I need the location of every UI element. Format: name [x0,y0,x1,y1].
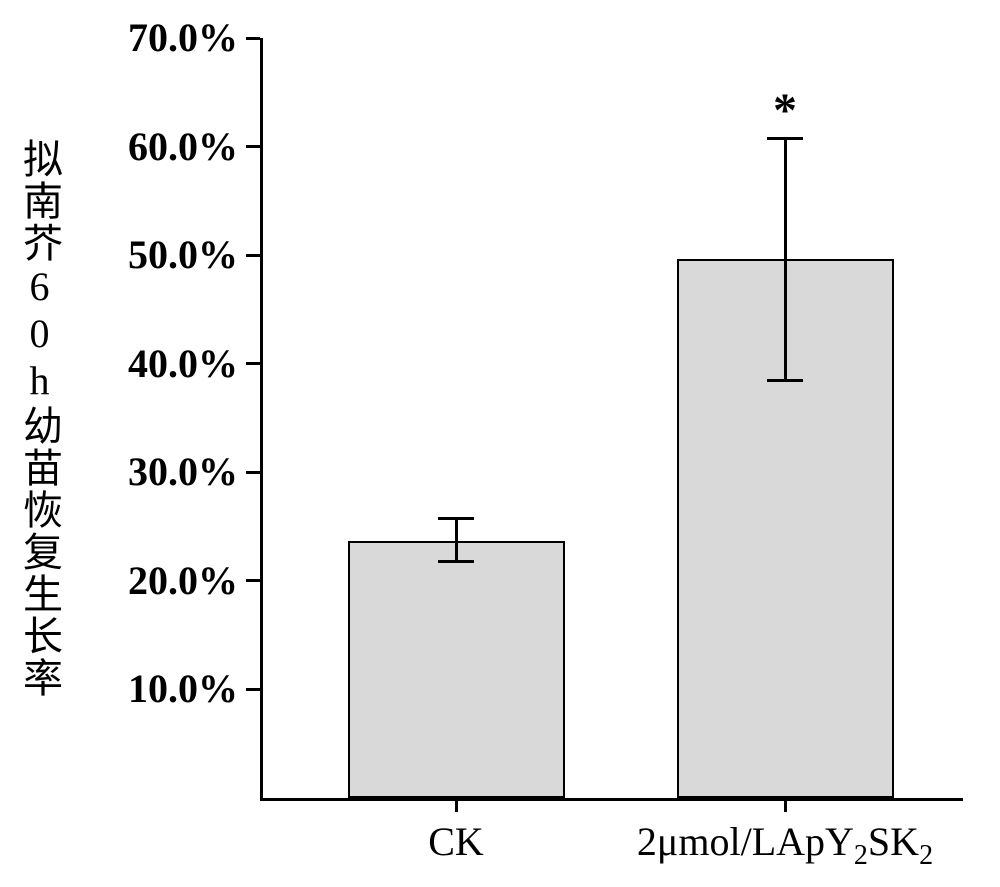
x-tick [784,798,787,812]
y-tick-label: 20.0% [78,557,238,604]
y-tick [246,362,260,365]
error-bar [455,519,458,561]
y-tick-label: 70.0% [78,14,238,61]
error-bar-cap [438,517,474,520]
error-bar-cap [767,379,803,382]
x-tick [455,798,458,812]
y-tick [246,254,260,257]
bar-chart: 拟南芥60h幼苗恢复生长率 10.0% 20.0% 30.0% 40.0% 50.0% 6… [0,0,1000,887]
y-tick-label: 30.0% [78,448,238,495]
bar [348,541,565,798]
y-axis-title: 拟南芥60h幼苗恢复生长率 [10,38,68,798]
y-tick-label: 10.0% [78,665,238,712]
y-tick [246,145,260,148]
y-tick [246,688,260,691]
significance-marker: * [745,83,825,138]
x-tick-label: 2μmol/LApY2SK2 [585,818,985,872]
y-tick-label: 50.0% [78,231,238,278]
error-bar-cap [438,560,474,563]
y-tick [246,579,260,582]
y-tick [246,37,260,40]
y-tick-label: 60.0% [78,123,238,170]
y-tick-label: 40.0% [78,340,238,387]
y-tick [246,471,260,474]
error-bar [784,139,787,380]
